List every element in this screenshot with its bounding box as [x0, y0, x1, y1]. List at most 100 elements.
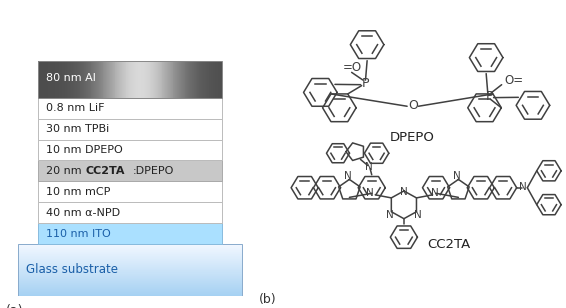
Bar: [18, 269, 242, 270]
Text: P: P: [361, 77, 369, 90]
Bar: [173, 60, 174, 98]
Bar: [134, 60, 135, 98]
Bar: [38, 98, 222, 119]
Bar: [216, 60, 217, 98]
Text: N: N: [365, 162, 372, 172]
Bar: [146, 60, 147, 98]
Bar: [82, 60, 83, 98]
Bar: [18, 248, 242, 249]
Bar: [166, 60, 167, 98]
Bar: [153, 60, 154, 98]
Bar: [38, 140, 222, 160]
Text: :DPEPO: :DPEPO: [133, 166, 174, 176]
Bar: [18, 254, 242, 255]
Bar: [105, 60, 106, 98]
Bar: [202, 60, 203, 98]
Bar: [75, 60, 76, 98]
Bar: [129, 60, 130, 98]
Bar: [156, 60, 157, 98]
Bar: [186, 60, 187, 98]
Bar: [38, 119, 222, 140]
Bar: [18, 279, 242, 280]
Text: DPEPO: DPEPO: [389, 131, 434, 144]
Bar: [53, 60, 54, 98]
Bar: [18, 253, 242, 254]
Bar: [115, 60, 117, 98]
Bar: [100, 60, 101, 98]
Bar: [170, 60, 171, 98]
Bar: [85, 60, 86, 98]
Bar: [169, 60, 170, 98]
Bar: [38, 181, 222, 202]
Bar: [130, 60, 131, 98]
Bar: [98, 60, 99, 98]
Bar: [18, 245, 242, 246]
Bar: [194, 60, 195, 98]
Bar: [191, 60, 192, 98]
Bar: [221, 60, 222, 98]
Bar: [65, 60, 66, 98]
Bar: [123, 60, 124, 98]
Bar: [38, 202, 222, 223]
Bar: [18, 285, 242, 286]
Bar: [18, 249, 242, 250]
Bar: [86, 60, 87, 98]
Text: N: N: [386, 210, 393, 220]
Bar: [18, 247, 242, 248]
Bar: [18, 259, 242, 260]
Bar: [220, 60, 221, 98]
Bar: [88, 60, 89, 98]
Text: O: O: [409, 99, 419, 112]
Bar: [18, 287, 242, 288]
Bar: [119, 60, 120, 98]
Bar: [160, 60, 161, 98]
Bar: [18, 271, 242, 272]
Bar: [104, 60, 105, 98]
Bar: [18, 257, 242, 258]
Bar: [42, 60, 44, 98]
Bar: [67, 60, 68, 98]
Bar: [157, 60, 158, 98]
Bar: [76, 60, 77, 98]
Bar: [59, 60, 60, 98]
Bar: [78, 60, 79, 98]
Bar: [18, 281, 242, 282]
Bar: [131, 60, 132, 98]
Bar: [211, 60, 212, 98]
Bar: [18, 289, 242, 290]
Bar: [44, 60, 45, 98]
Bar: [149, 60, 151, 98]
Bar: [84, 60, 85, 98]
Text: N: N: [519, 182, 527, 192]
Bar: [176, 60, 177, 98]
Bar: [68, 60, 70, 98]
Bar: [204, 60, 205, 98]
Bar: [18, 282, 242, 283]
Bar: [97, 60, 98, 98]
Bar: [62, 60, 63, 98]
Bar: [18, 263, 242, 264]
Bar: [190, 60, 191, 98]
Bar: [118, 60, 119, 98]
Bar: [199, 60, 200, 98]
Bar: [18, 291, 242, 292]
Bar: [18, 270, 242, 271]
Bar: [217, 60, 218, 98]
Bar: [18, 295, 242, 296]
Bar: [108, 60, 109, 98]
Bar: [18, 262, 242, 263]
Bar: [174, 60, 175, 98]
Bar: [18, 265, 242, 266]
Bar: [96, 60, 97, 98]
Bar: [38, 223, 222, 244]
Bar: [109, 60, 110, 98]
Bar: [18, 252, 242, 253]
Bar: [92, 60, 93, 98]
Bar: [161, 60, 162, 98]
Bar: [18, 273, 242, 274]
Text: 80 nm Al: 80 nm Al: [45, 73, 96, 83]
Bar: [121, 60, 122, 98]
Text: O=: O=: [504, 74, 523, 87]
Bar: [18, 256, 242, 257]
Bar: [218, 60, 220, 98]
